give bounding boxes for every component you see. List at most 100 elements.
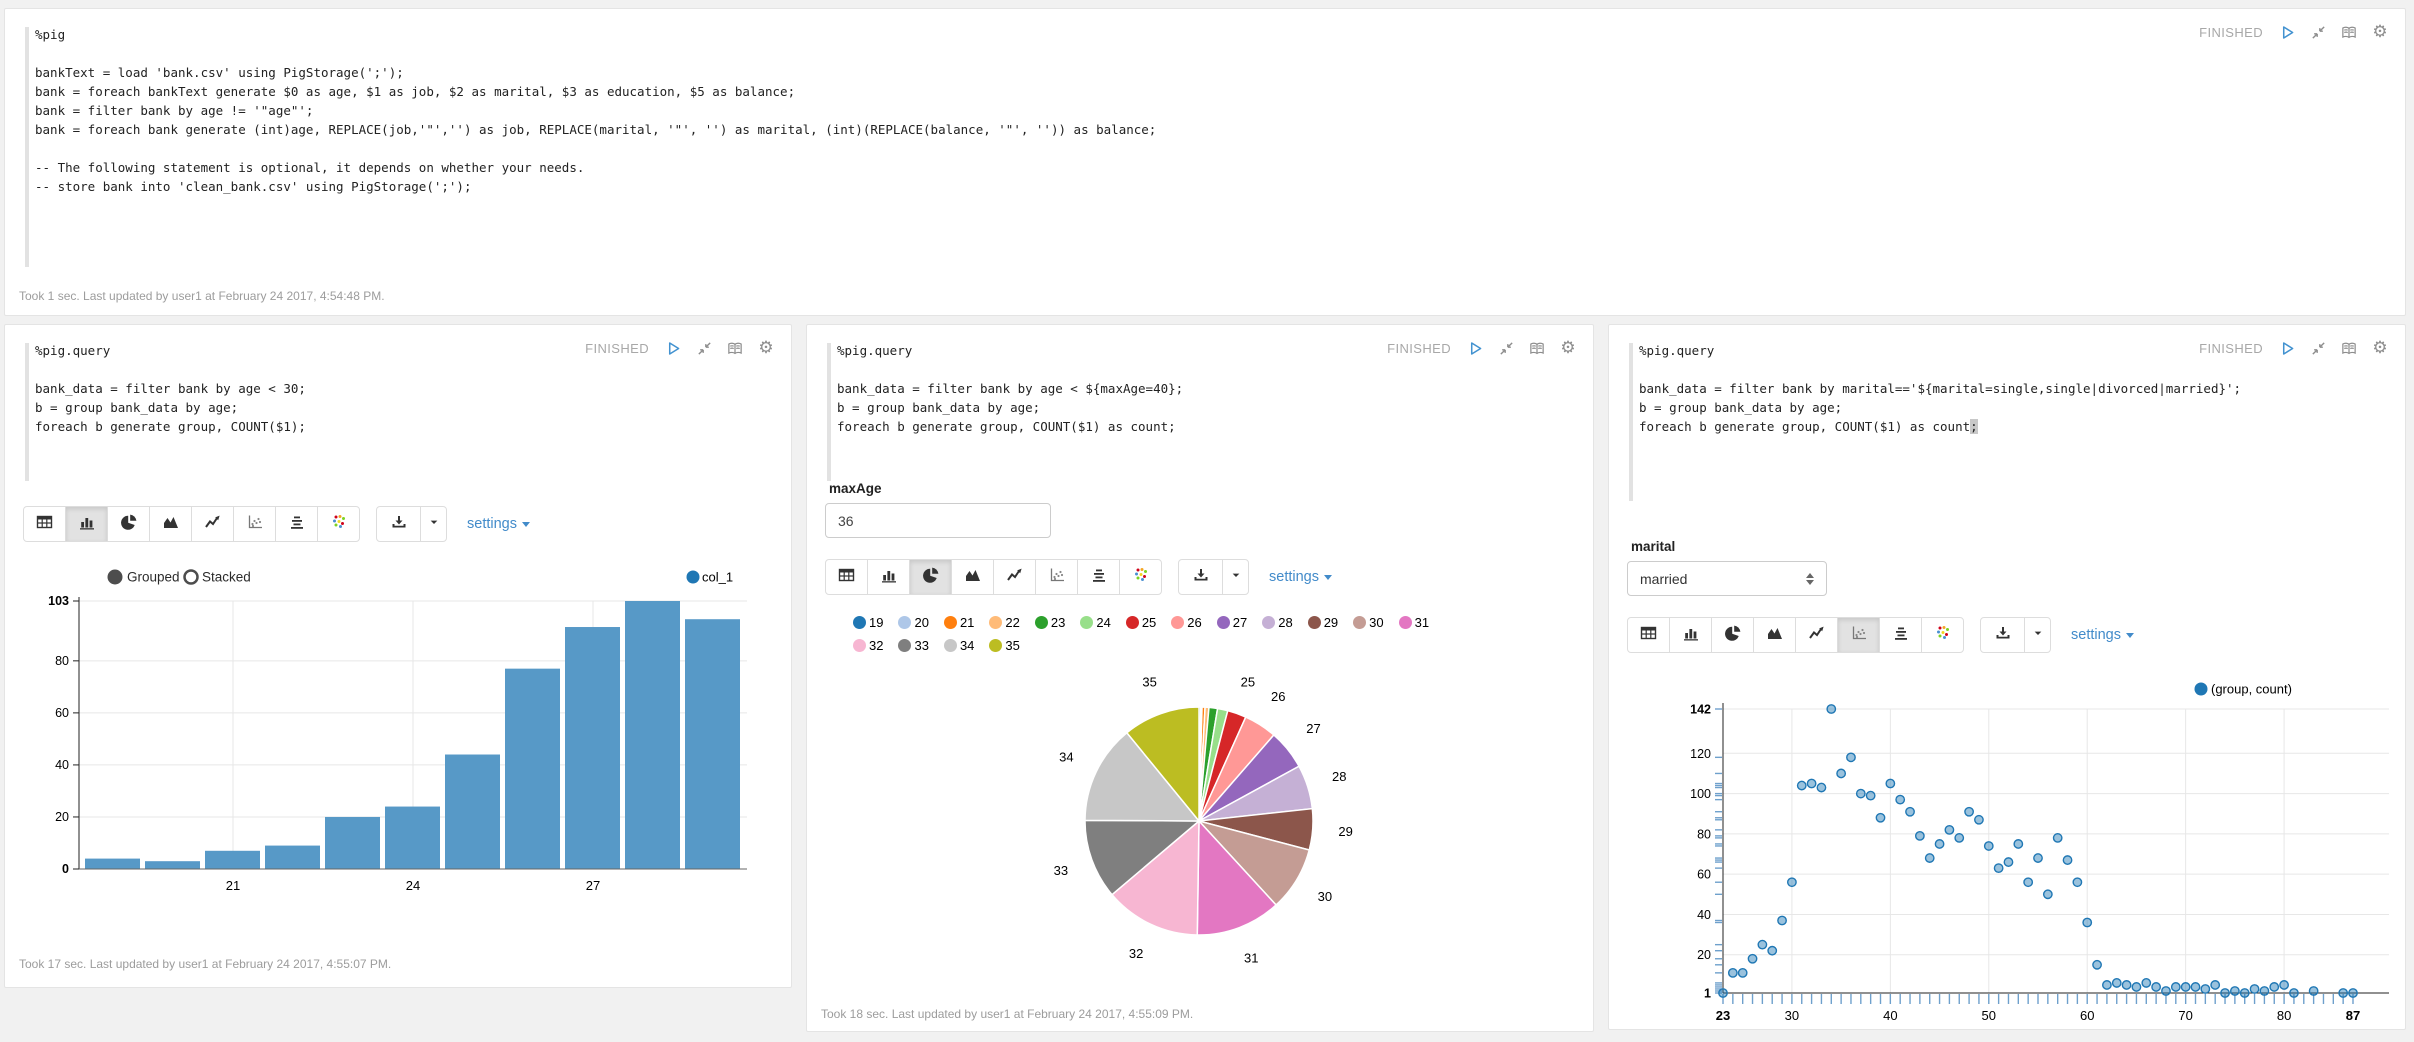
legend-item-31[interactable]: 31 [1398, 615, 1430, 630]
marital-select[interactable]: married [1627, 561, 1827, 596]
legend-item-25[interactable]: 25 [1125, 615, 1156, 630]
collapse-output-icon[interactable] [2309, 23, 2327, 41]
toggle-editor-icon[interactable] [1528, 339, 1546, 357]
chart-type-button-table[interactable] [825, 559, 868, 595]
chart-type-button-scatter-chart[interactable] [1837, 617, 1880, 653]
legend-item-24[interactable]: 24 [1080, 615, 1111, 630]
chart-type-button-scatter-chart[interactable] [1035, 559, 1078, 595]
bar-age-21 [205, 850, 260, 869]
chart-type-button-area-chart[interactable] [149, 506, 192, 542]
legend-label: 34 [959, 638, 975, 653]
legend-item-21[interactable]: 21 [943, 615, 974, 630]
marital-select-value: married [1640, 570, 1688, 587]
gear-icon[interactable]: ⚙ [1560, 337, 1576, 358]
chart-type-button-bar-chart[interactable] [867, 559, 910, 595]
run-paragraph-icon[interactable] [664, 339, 682, 357]
gear-icon[interactable]: ⚙ [2372, 21, 2388, 42]
legend-item-29[interactable]: 29 [1307, 615, 1338, 630]
chart-type-button-line-chart[interactable] [993, 559, 1036, 595]
svg-text:70: 70 [2178, 1008, 2192, 1023]
legend-item-23[interactable]: 23 [1034, 615, 1065, 630]
download-caret-button[interactable] [1222, 559, 1249, 595]
svg-text:col_1: col_1 [702, 570, 733, 585]
run-paragraph-icon[interactable] [2278, 23, 2296, 41]
chart-type-button-scatter-chart[interactable] [233, 506, 276, 542]
legend-item-28[interactable]: 28 [1262, 615, 1293, 630]
settings-link[interactable]: settings [467, 516, 530, 532]
legend-swatch [943, 639, 957, 652]
legend-item-20[interactable]: 20 [898, 615, 929, 630]
chart-type-button-table[interactable] [23, 506, 66, 542]
collapse-output-icon[interactable] [2309, 339, 2327, 357]
caret-down-icon [428, 515, 440, 533]
chart-type-button-bar-chart[interactable] [1669, 617, 1712, 653]
chart-type-button-area-chart[interactable] [1753, 617, 1796, 653]
chart-type-button-line-chart[interactable] [1795, 617, 1838, 653]
text-cursor: ; [1970, 419, 1978, 434]
chart-type-button-bubble-chart[interactable] [1119, 559, 1162, 595]
chart-type-button-pie-chart[interactable] [107, 506, 150, 542]
collapse-output-icon[interactable] [1497, 339, 1515, 357]
gear-icon[interactable]: ⚙ [758, 337, 774, 358]
radio-stacked-icon[interactable] [183, 569, 199, 585]
pie-chart-icon [120, 513, 138, 536]
code-editor[interactable]: %pig.query bank_data = filter bank by ag… [25, 341, 771, 481]
legend-item-32[interactable]: 32 [853, 638, 883, 653]
svg-text:60: 60 [1697, 868, 1711, 882]
svg-text:100: 100 [1690, 787, 1711, 801]
chart-type-button-pie-chart[interactable] [909, 559, 952, 595]
code-editor[interactable]: %pig bankText = load 'bank.csv' using Pi… [25, 25, 2385, 270]
settings-link[interactable]: settings [2071, 627, 2134, 643]
chart-type-button-area-chart[interactable] [951, 559, 994, 595]
scatter-point [2210, 980, 2221, 990]
legend-item-26[interactable]: 26 [1171, 615, 1202, 630]
toggle-editor-icon[interactable] [2340, 339, 2358, 357]
scatter-point [2033, 853, 2043, 863]
toggle-editor-icon[interactable] [726, 339, 744, 357]
scatter-point [1934, 839, 1945, 849]
maxage-input[interactable] [825, 503, 1051, 538]
legend-label: 31 [1414, 615, 1430, 630]
code-editor[interactable]: %pig.query bank_data = filter bank by ma… [1629, 341, 2385, 501]
legend-item-27[interactable]: 27 [1216, 615, 1247, 630]
legend-item-35[interactable]: 35 [989, 638, 1020, 653]
legend-item-34[interactable]: 34 [943, 638, 975, 653]
legend-swatch[interactable] [2194, 682, 2208, 696]
scatter-point [2259, 986, 2270, 996]
download-caret-button[interactable] [2024, 617, 2051, 653]
chart-type-button-bubble-chart[interactable] [1921, 617, 1964, 653]
code-editor[interactable]: %pig.query bank_data = filter bank by ag… [827, 341, 1573, 481]
collapse-output-icon[interactable] [695, 339, 713, 357]
legend-item-33[interactable]: 33 [898, 638, 929, 653]
area-chart-icon [1766, 624, 1784, 647]
gear-icon[interactable]: ⚙ [2372, 337, 2388, 358]
legend-swatch[interactable] [686, 570, 700, 584]
download-caret-button[interactable] [420, 506, 447, 542]
scatter-point [1767, 945, 1778, 956]
chart-type-button-pie-chart[interactable] [1711, 617, 1754, 653]
toggle-editor-icon[interactable] [2340, 23, 2358, 41]
scatter-point [1806, 778, 1817, 789]
legend-swatch [1080, 616, 1094, 629]
scatter-point [2289, 988, 2299, 998]
chart-type-button-bubble-chart[interactable] [317, 506, 360, 542]
legend-item-30[interactable]: 30 [1353, 615, 1384, 630]
download-button[interactable] [1980, 617, 2025, 653]
settings-link[interactable]: settings [1269, 569, 1332, 585]
svg-text:Grouped: Grouped [127, 570, 180, 585]
legend-item-19[interactable]: 19 [853, 615, 883, 630]
run-paragraph-icon[interactable] [2278, 339, 2296, 357]
legend-item-22[interactable]: 22 [989, 615, 1020, 630]
chart-type-button-stacked-chart[interactable] [275, 506, 318, 542]
chart-type-button-bar-chart[interactable] [65, 506, 108, 542]
download-button[interactable] [1178, 559, 1223, 595]
radio-grouped-icon[interactable] [107, 569, 123, 585]
chart-type-button-table[interactable] [1627, 617, 1670, 653]
run-paragraph-icon[interactable] [1466, 339, 1484, 357]
download-button[interactable] [376, 506, 421, 542]
paragraph-scatter-chart: FINISHED ⚙ %pig.query bank_data = filter… [1608, 324, 2406, 1030]
chart-type-button-stacked-chart[interactable] [1879, 617, 1922, 653]
chart-type-button-stacked-chart[interactable] [1077, 559, 1120, 595]
code-line: b = group bank_data by age; [837, 400, 1041, 415]
chart-type-button-line-chart[interactable] [191, 506, 234, 542]
